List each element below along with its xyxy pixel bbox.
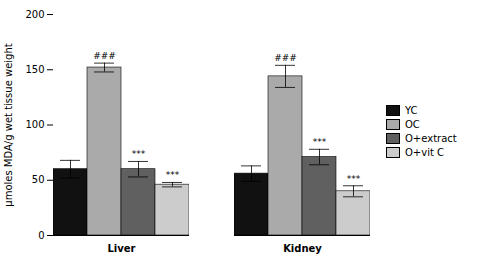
svg-text:200: 200 [25, 9, 44, 20]
svg-text:###: ### [93, 51, 116, 61]
svg-text:150: 150 [25, 64, 44, 75]
svg-text:0: 0 [38, 230, 44, 241]
svg-text:***: *** [313, 137, 327, 147]
html-text:OC: OC [405, 119, 420, 130]
svg-text:100: 100 [25, 119, 44, 130]
svg-text:50: 50 [32, 174, 45, 185]
svg-text:***: *** [347, 174, 361, 184]
html-text:O+vit C: O+vit C [405, 147, 444, 158]
svg-text:***: *** [166, 170, 180, 180]
svg-text:µmoles MDA/g wet tissue weight: µmoles MDA/g wet tissue weight [3, 43, 14, 206]
svg-text:***: *** [132, 149, 146, 159]
svg-text:Liver: Liver [107, 243, 135, 254]
html-text:YC: YC [405, 105, 418, 116]
html-text:O+extract: O+extract [405, 133, 457, 144]
svg-text:Kidney: Kidney [283, 243, 322, 254]
svg-text:###: ### [274, 53, 297, 63]
